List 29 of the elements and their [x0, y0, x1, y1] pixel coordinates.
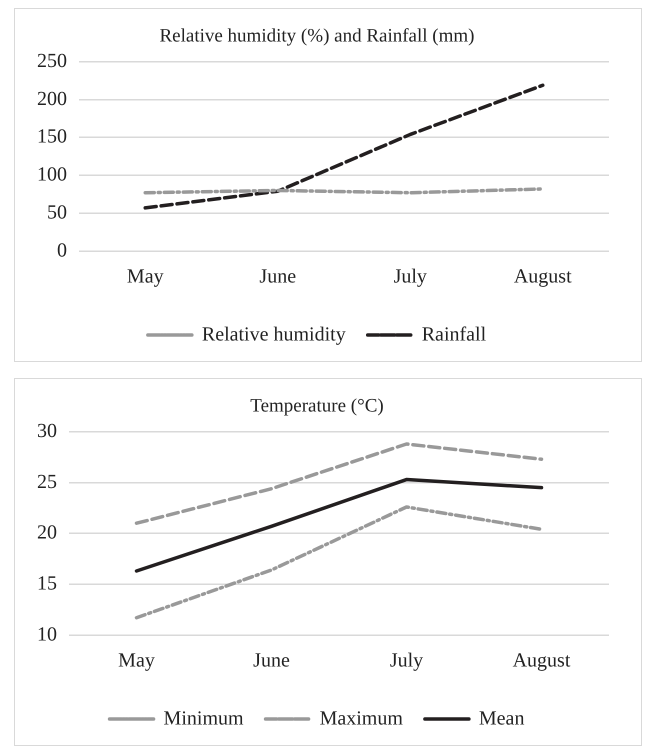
- x-tick-label: July: [390, 649, 424, 672]
- y-tick-label: 10: [37, 623, 57, 646]
- y-tick-label: 15: [37, 572, 57, 594]
- x-tick-label: August: [514, 265, 572, 288]
- y-tick-label: 100: [37, 164, 67, 186]
- y-tick-label: 20: [37, 522, 57, 544]
- y-tick-label: 200: [37, 88, 67, 110]
- y-tick-label: 50: [47, 201, 67, 224]
- x-tick-label: July: [394, 265, 427, 288]
- y-tick-label: 30: [37, 420, 57, 442]
- x-tick-label: June: [259, 265, 296, 288]
- legend-label: Relative humidity: [202, 323, 346, 346]
- chart-title: Relative humidity (%) and Rainfall (mm): [159, 25, 475, 46]
- x-tick-label: August: [512, 649, 571, 672]
- chart-title: Temperature (°C): [250, 395, 384, 416]
- legend-label: Maximum: [320, 707, 404, 730]
- legend-label: Mean: [478, 707, 524, 730]
- y-tick-label: 150: [37, 126, 67, 148]
- line-series: [134, 505, 544, 620]
- y-tick-label: 250: [37, 50, 67, 72]
- x-tick-label: May: [118, 649, 155, 672]
- legend-label: Minimum: [164, 707, 244, 730]
- line-series: [144, 84, 544, 210]
- x-tick-label: June: [253, 649, 290, 672]
- y-tick-label: 25: [37, 470, 57, 493]
- line-series: [134, 442, 544, 525]
- x-tick-label: May: [126, 265, 164, 288]
- legend-label: Rainfall: [422, 323, 487, 346]
- y-tick-label: 0: [57, 239, 67, 262]
